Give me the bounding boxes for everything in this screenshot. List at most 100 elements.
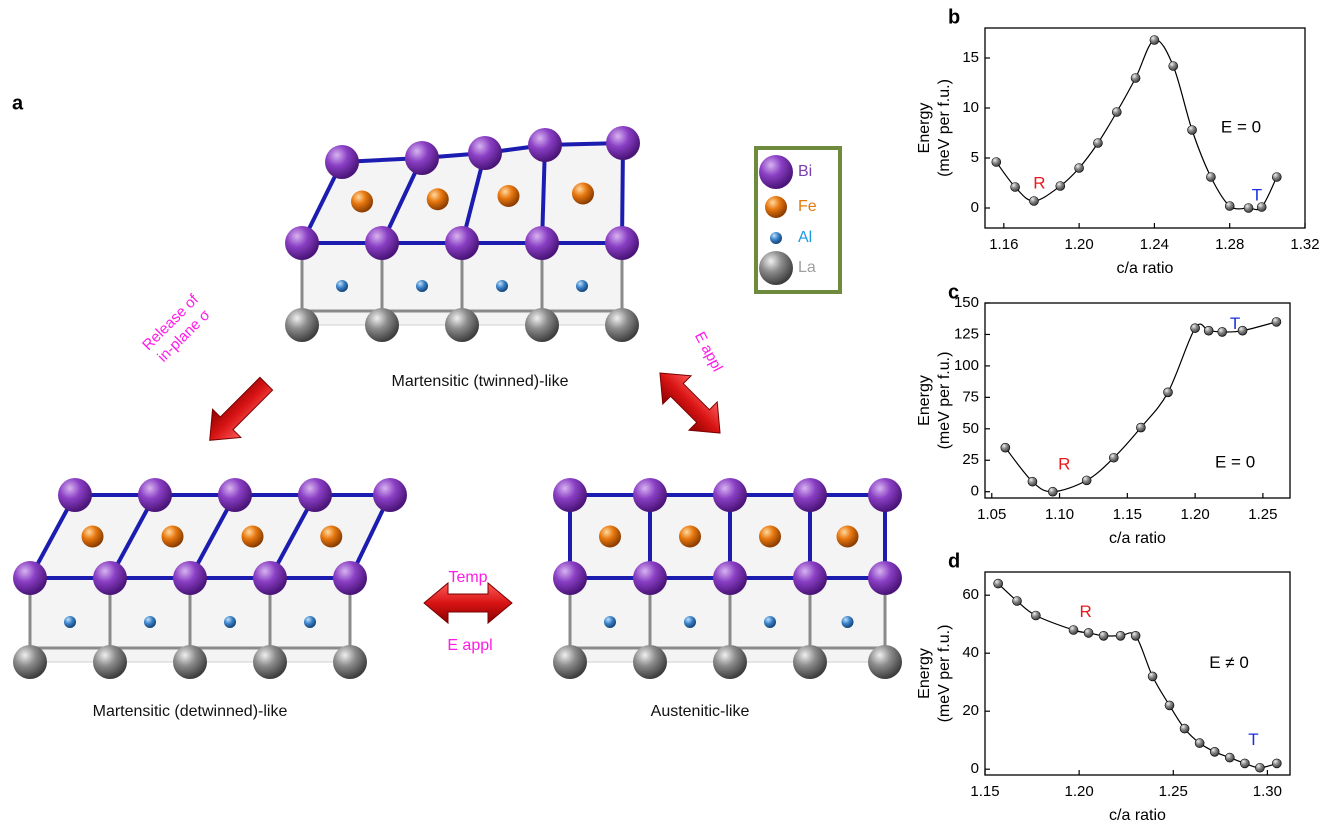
y-tick-label: 0: [971, 199, 979, 216]
annotation: R: [1058, 454, 1070, 473]
atom-bi: [468, 136, 502, 170]
y-tick-label: 150: [954, 294, 979, 311]
data-point: [1244, 204, 1253, 213]
structure-label: Martensitic (detwinned)-like: [93, 703, 288, 720]
atom-al: [576, 280, 588, 292]
data-point: [1001, 443, 1010, 452]
atom-al: [604, 616, 616, 628]
x-tick-label: 1.15: [1113, 506, 1142, 523]
atom-bi: [93, 561, 127, 595]
x-tick-label: 1.20: [1065, 783, 1094, 800]
data-point: [1075, 164, 1084, 173]
atom-bi: [605, 226, 639, 260]
atom-la: [713, 645, 747, 679]
data-point: [1116, 631, 1125, 640]
data-point: [1225, 753, 1234, 762]
data-point: [1272, 759, 1281, 768]
data-point: [1225, 202, 1234, 211]
data-point: [1069, 626, 1078, 635]
atom-al: [144, 616, 156, 628]
y-axis-label: (meV per f.u.): [936, 352, 953, 450]
y-tick-label: 60: [962, 586, 979, 603]
atom-la: [759, 251, 793, 285]
x-axis-label: c/a ratio: [1117, 260, 1174, 277]
arrow: [424, 583, 512, 623]
data-point: [1013, 597, 1022, 606]
annotation: T: [1248, 730, 1258, 749]
atom-la: [445, 308, 479, 342]
atom-fe: [498, 185, 520, 207]
data-point: [1099, 631, 1108, 640]
atom-bi: [218, 478, 252, 512]
data-point: [1112, 108, 1121, 117]
annotation: E appl: [691, 329, 726, 375]
atom-fe: [242, 526, 264, 548]
x-tick-label: 1.10: [1045, 506, 1074, 523]
y-tick-label: 20: [962, 702, 979, 719]
atom-la: [173, 645, 207, 679]
y-tick-label: 75: [962, 388, 979, 405]
data-point: [1136, 423, 1145, 432]
arrow: [646, 359, 734, 447]
arrow-shape: [196, 370, 281, 455]
annotation: E = 0: [1215, 452, 1255, 471]
data-point: [1029, 197, 1038, 206]
atom-fe: [765, 196, 787, 218]
x-tick-label: 1.25: [1248, 506, 1277, 523]
x-tick-label: 1.24: [1140, 236, 1169, 253]
atom-bi: [253, 561, 287, 595]
y-tick-label: 50: [962, 420, 979, 437]
panel-letter: b: [948, 6, 960, 28]
y-axis-label: (meV per f.u.): [936, 79, 953, 177]
x-tick-label: 1.25: [1159, 783, 1188, 800]
data-point: [1165, 701, 1174, 710]
atom-la: [868, 645, 902, 679]
y-tick-label: 25: [962, 451, 979, 468]
y-tick-label: 125: [954, 325, 979, 342]
data-point: [1056, 182, 1065, 191]
arrow-shape: [646, 359, 734, 447]
atom-bi: [553, 478, 587, 512]
y-axis-label: Energy: [916, 103, 933, 154]
legend-label: Fe: [798, 198, 817, 215]
atom-bi: [13, 561, 47, 595]
x-tick-label: 1.20: [1181, 506, 1210, 523]
annotation: E ≠ 0: [1209, 653, 1249, 672]
x-tick-label: 1.16: [989, 236, 1018, 253]
data-point: [1011, 183, 1020, 192]
atom-al: [416, 280, 428, 292]
arrow: [196, 370, 281, 455]
data-point: [1240, 759, 1249, 768]
data-point: [1109, 453, 1118, 462]
atom-al: [224, 616, 236, 628]
atom-al: [64, 616, 76, 628]
atom-al: [496, 280, 508, 292]
data-point: [1031, 611, 1040, 620]
atom-la: [365, 308, 399, 342]
x-tick-label: 1.20: [1065, 236, 1094, 253]
atom-bi: [528, 128, 562, 162]
y-tick-label: 0: [971, 483, 979, 500]
legend-label: Al: [798, 229, 812, 246]
legend-label: La: [798, 259, 816, 276]
x-tick-label: 1.32: [1290, 236, 1319, 253]
data-point: [1218, 327, 1227, 336]
page: { "figure": { "panel_a": { "label": "a",…: [0, 0, 1321, 829]
atom-bi: [365, 226, 399, 260]
data-point: [1255, 763, 1264, 772]
data-point: [992, 158, 1001, 167]
x-tick-label: 1.05: [977, 506, 1006, 523]
atom-bi: [285, 226, 319, 260]
y-tick-label: 10: [962, 99, 979, 116]
atom-fe: [82, 526, 104, 548]
x-axis-label: c/a ratio: [1109, 807, 1166, 824]
data-point: [1206, 173, 1215, 182]
figure: a BiFeAlLaMartensitic (twinned)-likeMart…: [0, 0, 1321, 829]
y-tick-label: 5: [971, 149, 979, 166]
atom-al: [842, 616, 854, 628]
annotation: E = 0: [1221, 117, 1261, 136]
atom-al: [304, 616, 316, 628]
